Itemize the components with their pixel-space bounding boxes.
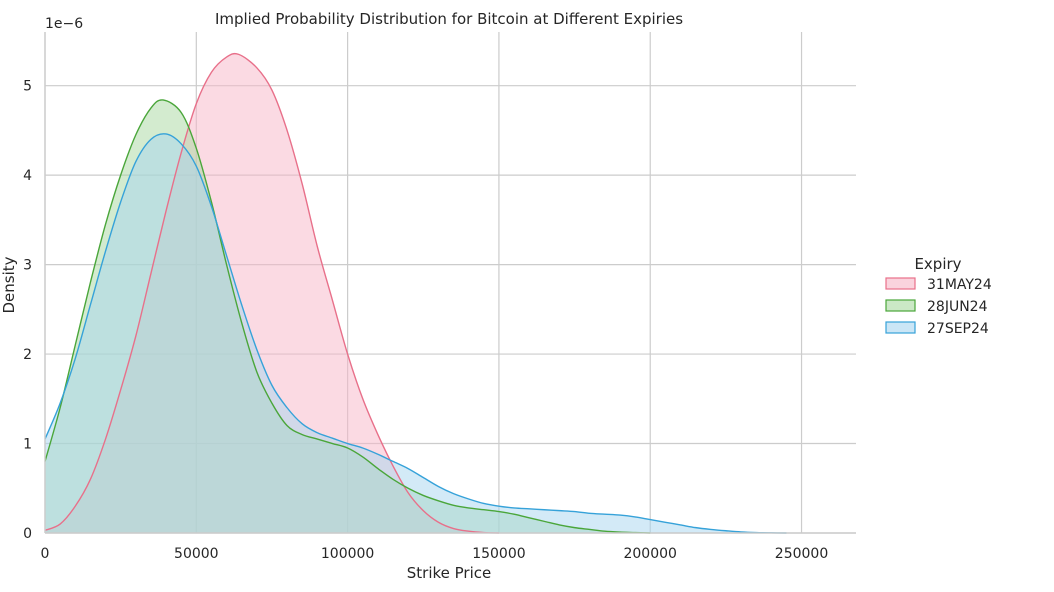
legend-label: 27SEP24 xyxy=(927,321,989,337)
legend-label: 28JUN24 xyxy=(927,299,988,315)
x-tick-label: 150000 xyxy=(472,546,525,562)
legend: Expiry 31MAY24 28JUN24 27SEP24 xyxy=(885,255,992,337)
y-tick-label: 0 xyxy=(23,526,32,542)
chart-title: Implied Probability Distribution for Bit… xyxy=(215,10,683,28)
y-tick-label: 1 xyxy=(23,437,32,453)
density-line-28jun24 xyxy=(44,99,651,534)
y-axis-label: Density xyxy=(0,256,18,313)
y-tick-labels: 0 1 2 3 4 5 xyxy=(23,79,32,542)
y-scale-note: 1e−6 xyxy=(45,16,83,32)
legend-title: Expiry xyxy=(914,255,961,273)
y-tick-label: 2 xyxy=(23,347,32,363)
x-tick-label: 0 xyxy=(41,546,50,562)
legend-label: 31MAY24 xyxy=(927,277,992,293)
y-tick-label: 5 xyxy=(23,79,32,95)
y-tick-label: 4 xyxy=(23,168,32,184)
x-tick-label: 50000 xyxy=(174,546,219,562)
legend-swatch xyxy=(885,299,916,312)
x-tick-label: 100000 xyxy=(321,546,374,562)
density-line-31may24 xyxy=(44,52,499,534)
y-tick-label: 3 xyxy=(23,258,32,274)
density-lines xyxy=(44,52,787,534)
legend-swatch xyxy=(885,277,916,290)
density-area-27sep24 xyxy=(45,133,787,533)
x-tick-label: 200000 xyxy=(623,546,676,562)
density-line-27sep24 xyxy=(44,133,787,534)
legend-swatch xyxy=(885,321,916,334)
axis-spines xyxy=(44,32,856,534)
x-tick-label: 250000 xyxy=(775,546,828,562)
x-axis-label: Strike Price xyxy=(407,564,491,582)
density-areas xyxy=(45,53,787,533)
x-tick-labels: 0 50000 100000 150000 200000 250000 xyxy=(41,546,829,562)
